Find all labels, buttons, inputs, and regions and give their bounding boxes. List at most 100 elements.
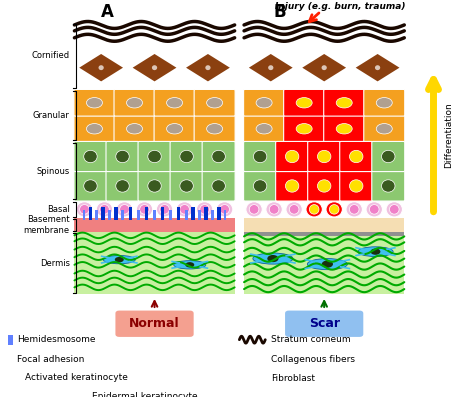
Ellipse shape — [217, 202, 233, 217]
Ellipse shape — [336, 98, 352, 108]
Text: Basement
membrane: Basement membrane — [24, 215, 70, 235]
Text: Focal adhesion: Focal adhesion — [18, 355, 85, 364]
Bar — [82, 210, 85, 220]
Bar — [244, 232, 404, 236]
Ellipse shape — [254, 180, 267, 192]
Ellipse shape — [180, 180, 193, 192]
Ellipse shape — [266, 202, 283, 217]
Text: Scar: Scar — [309, 317, 340, 330]
Ellipse shape — [246, 202, 262, 217]
Ellipse shape — [185, 262, 194, 268]
Ellipse shape — [318, 150, 331, 163]
FancyBboxPatch shape — [244, 116, 284, 142]
Polygon shape — [79, 54, 123, 81]
Bar — [128, 207, 132, 220]
Text: A: A — [101, 4, 114, 21]
Ellipse shape — [285, 180, 299, 192]
Text: Epidermal keratinocyte: Epidermal keratinocyte — [92, 392, 198, 397]
FancyBboxPatch shape — [114, 116, 155, 142]
Bar — [185, 210, 188, 220]
Ellipse shape — [329, 204, 339, 214]
Bar — [211, 210, 214, 220]
Bar — [217, 207, 220, 220]
Ellipse shape — [42, 394, 49, 397]
Ellipse shape — [251, 375, 259, 381]
Ellipse shape — [285, 150, 299, 163]
Ellipse shape — [253, 253, 293, 264]
Ellipse shape — [375, 65, 380, 70]
Ellipse shape — [239, 374, 270, 382]
Polygon shape — [59, 392, 85, 397]
Ellipse shape — [26, 394, 33, 397]
Ellipse shape — [386, 202, 402, 217]
Text: Injury (e.g. burn, trauma): Injury (e.g. burn, trauma) — [275, 2, 405, 11]
Ellipse shape — [100, 204, 109, 214]
Ellipse shape — [376, 98, 392, 108]
Bar — [95, 210, 98, 220]
Ellipse shape — [369, 204, 379, 214]
Ellipse shape — [256, 98, 272, 108]
Text: Hemidesmosome: Hemidesmosome — [18, 335, 96, 344]
FancyBboxPatch shape — [194, 89, 235, 116]
Ellipse shape — [84, 180, 97, 192]
Bar — [9, 335, 13, 345]
FancyBboxPatch shape — [170, 141, 203, 172]
Text: Stratum corneum: Stratum corneum — [271, 335, 351, 344]
Bar — [244, 232, 404, 294]
Bar — [74, 232, 235, 294]
Ellipse shape — [140, 204, 149, 214]
Bar — [108, 210, 111, 220]
FancyBboxPatch shape — [244, 141, 277, 172]
Ellipse shape — [254, 150, 267, 163]
FancyBboxPatch shape — [285, 310, 363, 337]
Bar — [177, 207, 181, 220]
Ellipse shape — [116, 202, 133, 217]
Bar — [244, 218, 404, 232]
Ellipse shape — [310, 204, 319, 214]
Text: Activated keratinocyte: Activated keratinocyte — [25, 373, 128, 382]
Bar — [153, 210, 156, 220]
Ellipse shape — [382, 180, 395, 192]
Ellipse shape — [376, 123, 392, 134]
Ellipse shape — [207, 98, 223, 108]
FancyBboxPatch shape — [276, 171, 309, 201]
Ellipse shape — [115, 257, 124, 262]
FancyBboxPatch shape — [106, 171, 139, 201]
Polygon shape — [302, 54, 346, 81]
Ellipse shape — [390, 204, 399, 214]
Ellipse shape — [382, 150, 395, 163]
Ellipse shape — [80, 204, 89, 214]
Text: Fibroblast: Fibroblast — [271, 374, 315, 383]
Bar — [74, 218, 235, 232]
Bar — [7, 353, 14, 365]
Ellipse shape — [196, 202, 213, 217]
Ellipse shape — [307, 258, 347, 270]
Ellipse shape — [296, 123, 312, 134]
Ellipse shape — [152, 65, 157, 70]
Ellipse shape — [116, 150, 129, 163]
Ellipse shape — [326, 202, 342, 217]
Bar — [101, 207, 105, 220]
Ellipse shape — [306, 202, 322, 217]
Ellipse shape — [286, 202, 302, 217]
Bar — [224, 210, 227, 220]
Ellipse shape — [336, 123, 352, 134]
Ellipse shape — [166, 123, 182, 134]
Ellipse shape — [96, 202, 113, 217]
FancyBboxPatch shape — [21, 390, 37, 397]
Ellipse shape — [9, 374, 17, 382]
Ellipse shape — [174, 261, 206, 269]
FancyBboxPatch shape — [114, 89, 155, 116]
Ellipse shape — [212, 180, 225, 192]
Ellipse shape — [267, 255, 279, 262]
Ellipse shape — [166, 98, 182, 108]
Ellipse shape — [10, 394, 17, 397]
Bar — [169, 210, 172, 220]
Ellipse shape — [296, 98, 312, 108]
FancyBboxPatch shape — [74, 141, 107, 172]
Ellipse shape — [148, 150, 161, 163]
Ellipse shape — [137, 202, 153, 217]
FancyBboxPatch shape — [372, 141, 405, 172]
Ellipse shape — [76, 202, 92, 217]
Ellipse shape — [349, 150, 363, 163]
